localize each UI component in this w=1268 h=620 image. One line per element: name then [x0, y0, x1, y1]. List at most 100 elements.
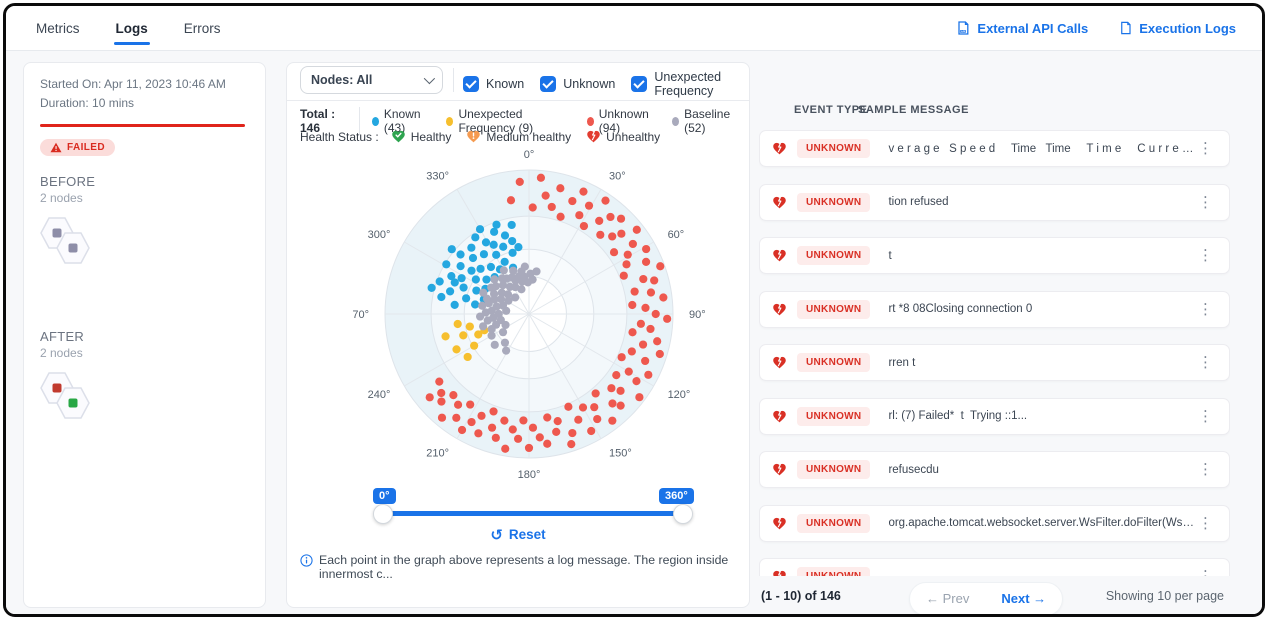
status-badge-label: FAILED: [67, 142, 105, 153]
broken-heart-icon: [772, 355, 787, 370]
controls-divider: [453, 68, 454, 92]
legend-item-known: Known (43): [371, 107, 434, 135]
event-type-badge: UNKNOWN: [797, 353, 871, 372]
log-row-list[interactable]: UNKNOWN v e r a g e S p e e d Time Time T…: [759, 130, 1230, 576]
legend-label: Known (43): [383, 107, 421, 135]
column-header-sample-message: SAMPLE MESSAGE: [858, 104, 969, 116]
after-node-count: 2 nodes: [40, 346, 83, 360]
node-hexagon-icon[interactable]: [56, 230, 90, 266]
node-hexagon-icon[interactable]: [56, 385, 90, 421]
log-row[interactable]: UNKNOWN ⋮: [759, 558, 1230, 576]
event-type-badge: UNKNOWN: [797, 513, 871, 533]
angle-range-slider-track[interactable]: [382, 511, 682, 516]
health-legend-items: Healthy Medium healthy Unhealthy: [391, 129, 660, 144]
tab-errors[interactable]: Errors: [183, 20, 221, 36]
event-type-badge: UNKNOWN: [797, 567, 871, 576]
angle-tick-label: 0°: [524, 149, 535, 161]
log-row[interactable]: UNKNOWN v e r a g e S p e e d Time Time T…: [759, 130, 1230, 167]
health-legend-title: Health Status :: [300, 129, 379, 144]
angle-tick-label: 210°: [426, 448, 449, 460]
duration-text: Duration: 10 mins: [40, 96, 135, 110]
log-row[interactable]: UNKNOWN rl: (7) Failed* t Trying ::1... ⋮: [759, 397, 1230, 435]
failed-rule: [40, 124, 245, 127]
broken-heart-icon: [772, 302, 787, 317]
checkbox-checked-icon: [540, 76, 557, 92]
broken-heart-icon: [772, 462, 787, 477]
event-type-badge: UNKNOWN: [797, 460, 871, 479]
series-baseline: [476, 262, 541, 355]
tab-logs[interactable]: Logs: [113, 9, 151, 48]
row-menu-icon[interactable]: ⋮: [1194, 567, 1217, 576]
top-bar: Metrics Logs Errors API External API Calls…: [6, 6, 1262, 51]
app-window: Metrics Logs Errors API External API Calls…: [3, 3, 1265, 617]
sample-message: refusecdu: [888, 463, 939, 476]
legend-dot-icon: [446, 116, 454, 126]
slider-handle-min[interactable]: [373, 504, 393, 524]
nodes-dropdown[interactable]: Nodes: All: [300, 66, 443, 94]
chart-note: Each point in the graph above represents…: [300, 553, 749, 581]
polar-scatter-chart[interactable]: 0° 30° 60° 90° 120° 150° 180° 210° 240° 270° 300° 3…: [353, 149, 705, 481]
run-summary-panel: Started On: Apr 11, 2023 10:46 AM Durati…: [23, 62, 266, 608]
row-menu-icon[interactable]: ⋮: [1198, 354, 1213, 371]
info-icon: [300, 554, 313, 567]
status-badge: FAILED: [40, 139, 115, 156]
column-header-event-type: EVENT TYPE: [794, 104, 868, 116]
slider-min-badge: 0°: [373, 488, 396, 504]
legend-dot-icon: [671, 116, 680, 126]
execution-logs-label: Execution Logs: [1139, 20, 1236, 36]
next-page-button[interactable]: Next →: [1001, 591, 1047, 606]
row-menu-icon[interactable]: ⋮: [1198, 247, 1213, 264]
execution-logs-link[interactable]: Execution Logs: [1118, 20, 1236, 36]
row-menu-icon[interactable]: ⋮: [1198, 140, 1213, 157]
filter-checkbox-unexpected-frequency[interactable]: Unexpected Frequency: [631, 70, 749, 98]
health-label: Healthy: [410, 129, 452, 144]
slider-handle-max[interactable]: [673, 504, 693, 524]
legend-label: Unknown (94): [598, 107, 649, 135]
filter-label: Unknown: [563, 77, 616, 91]
legend-items: Known (43) Unexpected Frequency (9) Unknow…: [371, 107, 741, 135]
log-chart-panel: Nodes: All Known Unknown Unexpected Freque…: [286, 62, 750, 608]
document-icon: [1118, 20, 1133, 36]
broken-heart-icon: [772, 248, 787, 263]
broken-heart-icon: [772, 516, 787, 531]
log-row[interactable]: UNKNOWN rren t ⋮: [759, 344, 1230, 381]
reset-button[interactable]: ↺ Reset: [287, 525, 749, 544]
prev-page-button[interactable]: ← Prev: [926, 591, 970, 606]
angle-tick-label: 30°: [609, 170, 626, 182]
tab-metrics[interactable]: Metrics: [36, 20, 80, 36]
health-item-unhealthy: Unhealthy: [586, 129, 660, 144]
external-api-calls-link[interactable]: API External API Calls: [955, 20, 1088, 36]
broken-heart-icon: [772, 195, 787, 210]
before-title: BEFORE: [40, 174, 96, 189]
row-menu-icon[interactable]: ⋮: [1198, 193, 1213, 211]
row-menu-icon[interactable]: ⋮: [1198, 407, 1213, 425]
legend-item-unexpected-frequency: Unexpected Frequency (9): [446, 107, 573, 135]
angle-tick-label: 90°: [689, 309, 705, 321]
row-menu-icon[interactable]: ⋮: [1198, 514, 1213, 532]
row-menu-icon[interactable]: ⋮: [1198, 300, 1213, 318]
external-api-calls-label: External API Calls: [977, 20, 1089, 36]
sample-message: t: [888, 249, 892, 262]
log-row[interactable]: UNKNOWN org.apache.tomcat.websocket.serve…: [759, 504, 1230, 542]
broken-heart-icon: [772, 141, 787, 156]
log-row[interactable]: UNKNOWN rt *8 08Closing connection 0 ⋮: [759, 290, 1230, 328]
legend-item-unknown: Unknown (94): [586, 107, 659, 135]
health-label: Medium healthy: [486, 129, 572, 144]
series-legend: Total : 146 Known (43) Unexpected Frequen…: [300, 107, 741, 135]
panel-divider: [287, 100, 749, 101]
legend-item-baseline: Baseline (52): [671, 107, 741, 135]
reset-icon: ↺: [490, 527, 503, 544]
filter-checkbox-known[interactable]: Known: [463, 76, 524, 92]
angle-tick-label: 150°: [609, 448, 632, 460]
log-row[interactable]: UNKNOWN refusecdu ⋮: [759, 451, 1230, 488]
svg-text:API: API: [961, 29, 966, 33]
log-row[interactable]: UNKNOWN tion refused ⋮: [759, 183, 1230, 221]
before-node-count: 2 nodes: [40, 191, 83, 205]
filter-checkbox-unknown[interactable]: Unknown: [540, 76, 615, 92]
started-on-text: Started On: Apr 11, 2023 10:46 AM: [40, 77, 226, 91]
sample-message: rren t: [888, 356, 916, 369]
tab-bar: Metrics Logs Errors: [34, 6, 223, 50]
log-row[interactable]: UNKNOWN t ⋮: [759, 237, 1230, 274]
row-menu-icon[interactable]: ⋮: [1198, 461, 1213, 478]
sample-message: org.apache.tomcat.websocket.server.WsFil…: [888, 517, 1194, 529]
